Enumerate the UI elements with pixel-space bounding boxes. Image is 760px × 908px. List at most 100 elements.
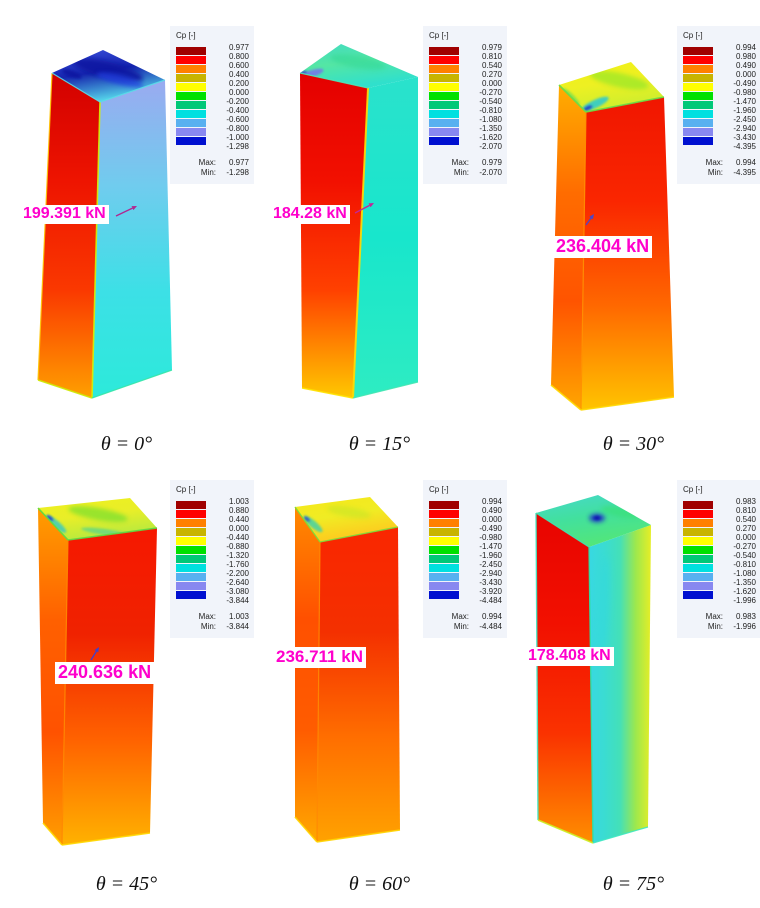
legend-min-value: -3.844	[226, 622, 249, 631]
windward-face	[38, 73, 100, 398]
legend-scale: 0.994 0.490 0.000 -0.490 -0.980 -1.470 -1.960-…	[429, 497, 502, 605]
legend-scale-value: -3.844	[226, 596, 249, 605]
face-edge-highlight	[91, 369, 173, 399]
cp-color-legend: Cp [-] 1.003 0.880 0.440 0.000 -0.440 -0.880-…	[170, 480, 254, 638]
face-edge-highlight	[301, 387, 354, 399]
legend-scale: 0.979 0.810 0.540 0.270 0.000 -0.270 -0.540 -0.…	[429, 43, 502, 151]
building-cp-surface	[37, 50, 173, 399]
face-edge-highlight	[352, 381, 419, 399]
simulation-panel-theta-5: Cp [-] 0.983 0.810 0.540 0.270 0.000 -0.270 -0…	[507, 454, 760, 908]
legend-scale-value: -1.996	[733, 596, 756, 605]
legend-scale-value: 0.810	[735, 506, 756, 515]
legend-scale-value: -0.980	[733, 88, 756, 97]
angle-caption: θ = 0°	[100, 433, 153, 455]
legend-color-swatch	[683, 519, 713, 527]
legend-scale-value: -0.490	[733, 79, 756, 88]
legend-color-swatch	[429, 501, 459, 509]
legend-max-row: Max: 0.994	[429, 612, 502, 622]
legend-title: Cp [-]	[683, 485, 703, 494]
legend-scale-value: 0.540	[481, 61, 502, 70]
legend-color-swatch	[429, 137, 459, 145]
legend-color-swatch	[176, 128, 206, 136]
face-edge-highlight	[294, 506, 321, 543]
legend-color-swatch	[429, 56, 459, 64]
legend-color-swatch	[176, 573, 206, 581]
legend-color-swatch	[176, 56, 206, 64]
legend-max-row: Max: 0.983	[683, 612, 756, 622]
legend-color-swatch	[176, 119, 206, 127]
building-cp-surface	[299, 44, 419, 399]
legend-scale-value: -3.080	[226, 587, 249, 596]
force-annotation: 236.404 kN	[553, 236, 653, 258]
building-cp-surface	[535, 495, 651, 844]
face-edge-highlight	[316, 541, 321, 843]
legend-scale-value: -0.490	[479, 524, 502, 533]
legend-color-swatch	[176, 83, 206, 91]
legend-color-swatch	[683, 555, 713, 563]
legend-max-label: Max:	[198, 612, 216, 621]
legend-scale-value: -0.880	[226, 542, 249, 551]
legend-maxmin-block: Max: 1.003 Min: -3.844	[176, 612, 249, 632]
legend-color-swatch	[429, 65, 459, 73]
legend-color-bars	[429, 501, 459, 605]
angle-caption: θ = 45°	[95, 873, 158, 895]
legend-scale-value: 0.270	[481, 70, 502, 79]
legend-scale-value: 0.000	[228, 88, 249, 97]
legend-title: Cp [-]	[429, 31, 449, 40]
legend-scale-value: -1.350	[479, 124, 502, 133]
legend-scale-value: 0.880	[228, 506, 249, 515]
windward-face	[536, 513, 593, 843]
side-face	[589, 525, 651, 843]
legend-scale-value: 0.994	[735, 43, 756, 52]
legend-scale-value: 0.810	[481, 52, 502, 61]
face-edge-highlight	[352, 87, 369, 399]
side-face	[353, 77, 418, 398]
legend-scale-value: -2.200	[226, 569, 249, 578]
legend-color-bars	[683, 501, 713, 605]
windward-face	[300, 73, 368, 398]
legend-color-swatch	[176, 591, 206, 599]
legend-color-swatch	[429, 582, 459, 590]
legend-scale-value: -1.080	[733, 569, 756, 578]
angle-caption: θ = 30°	[602, 433, 665, 455]
building-cp-surface	[37, 498, 158, 846]
windward-face	[38, 508, 68, 845]
force-annotation: 199.391 kN	[20, 205, 109, 224]
legend-min-row: Min: -1.996	[683, 622, 756, 632]
legend-scale-value: -1.298	[226, 142, 249, 151]
legend-maxmin-block: Max: 0.977 Min: -1.298	[176, 158, 249, 178]
legend-scale-value: -0.270	[479, 88, 502, 97]
legend-min-row: Min: -4.395	[683, 168, 756, 178]
legend-maxmin-block: Max: 0.994 Min: -4.395	[683, 158, 756, 178]
legend-max-value: 0.994	[481, 612, 502, 621]
legend-scale-value: -1.960	[479, 551, 502, 560]
legend-color-swatch	[176, 510, 206, 518]
legend-scale-value: 1.003	[228, 497, 249, 506]
legend-color-swatch	[429, 510, 459, 518]
legend-title: Cp [-]	[176, 485, 196, 494]
legend-color-swatch	[429, 564, 459, 572]
legend-color-swatch	[683, 573, 713, 581]
legend-min-value: -2.070	[479, 168, 502, 177]
legend-scale-value: -0.810	[479, 106, 502, 115]
legend-color-swatch	[429, 573, 459, 581]
legend-max-value: 0.979	[481, 158, 502, 167]
face-edge-highlight	[299, 72, 369, 89]
face-edge-highlight	[99, 79, 166, 103]
legend-scale-value: -1.080	[479, 115, 502, 124]
legend-color-bars	[176, 47, 206, 151]
face-edge-highlight	[558, 84, 587, 113]
legend-scale-value: 0.490	[481, 506, 502, 515]
legend-max-label: Max:	[451, 158, 469, 167]
face-edge-highlight	[37, 379, 93, 399]
legend-scale-value: -2.450	[479, 560, 502, 569]
legend-scale-value: -1.470	[733, 97, 756, 106]
legend-min-value: -4.484	[479, 622, 502, 631]
legend-color-swatch	[176, 101, 206, 109]
legend-color-swatch	[683, 74, 713, 82]
legend-max-label: Max:	[451, 612, 469, 621]
legend-color-swatch	[429, 74, 459, 82]
legend-min-label: Min:	[200, 622, 216, 631]
legend-color-swatch	[429, 546, 459, 554]
face-edge-highlight	[316, 829, 401, 843]
